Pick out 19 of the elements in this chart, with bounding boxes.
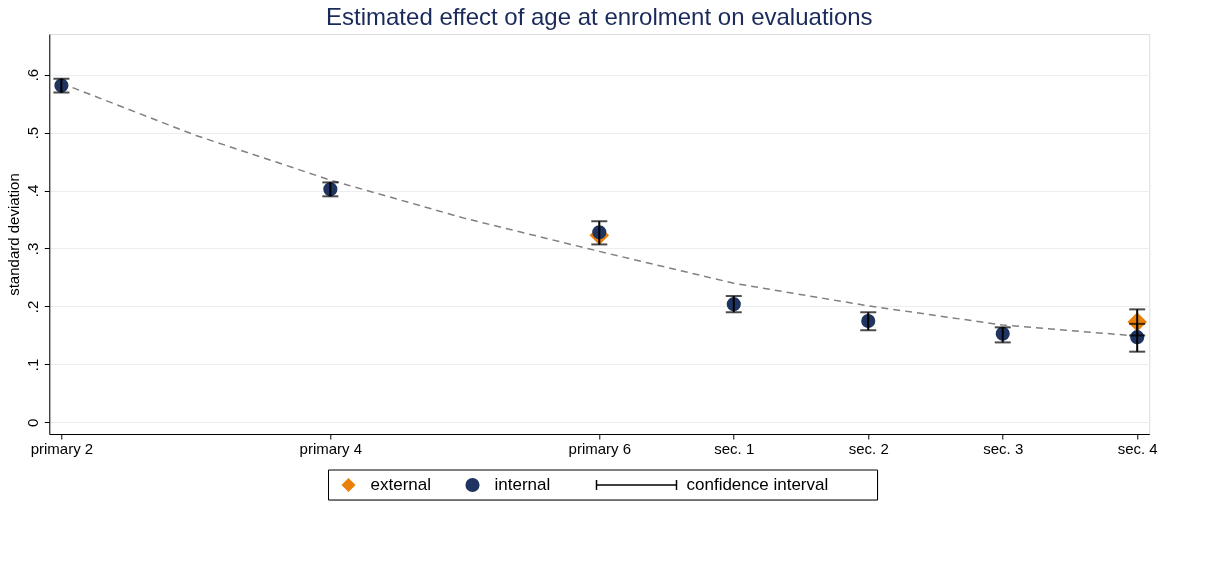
y-tick-label: .2	[23, 300, 41, 314]
x-tick-label: primary 2	[30, 439, 94, 457]
legend-label: internal	[494, 475, 551, 494]
x-tick-label: sec. 3	[983, 439, 1024, 457]
x-tick-label: sec. 2	[848, 439, 889, 457]
y-tick-label: 0	[23, 418, 41, 428]
y-tick-label: .6	[23, 68, 41, 82]
y-tick-label: .1	[23, 358, 41, 372]
y-tick-label: .4	[23, 184, 41, 198]
y-tick-label: .3	[23, 242, 41, 256]
y-tick-label: .5	[23, 126, 41, 140]
x-tick-label: primary 6	[568, 439, 632, 457]
legend-label: external	[370, 475, 431, 494]
x-tick-label: primary 4	[299, 439, 363, 457]
text: confidence interval	[686, 475, 829, 494]
x-tick-label: sec. 4	[1117, 439, 1158, 457]
chart-title: Estimated effect of age at enrolment on evaluations	[326, 3, 873, 30]
y-axis-title: standard deviation	[4, 173, 22, 296]
x-tick-label: sec. 1	[714, 439, 755, 457]
